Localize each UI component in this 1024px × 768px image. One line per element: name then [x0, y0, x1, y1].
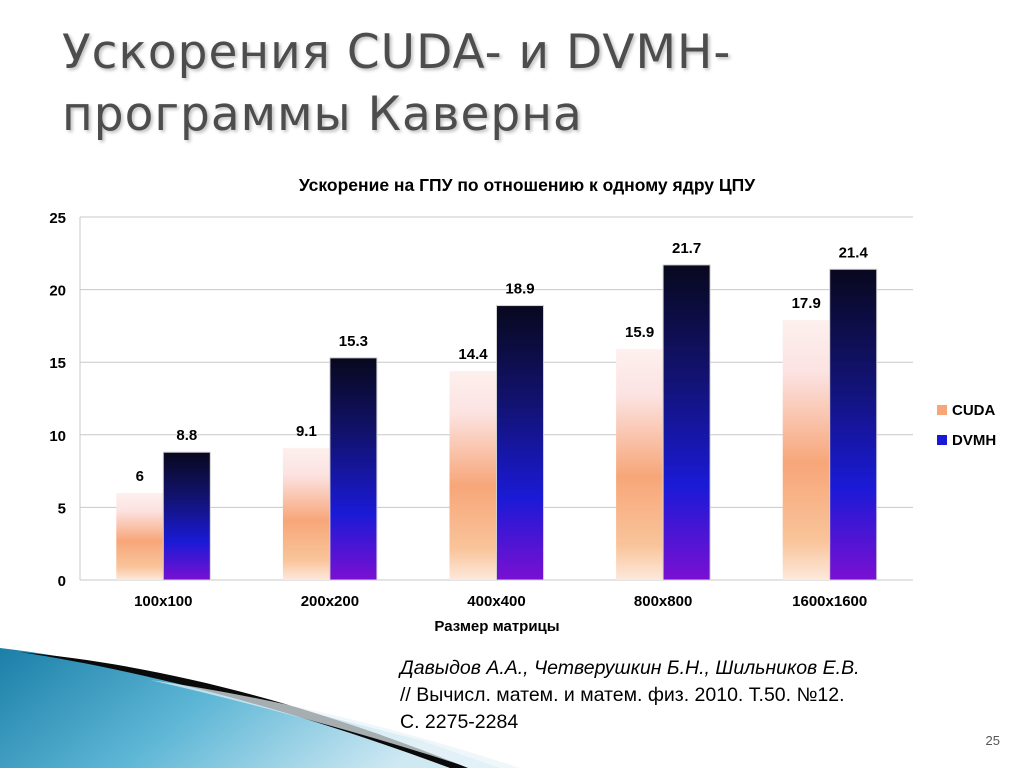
chart-title: Ускорение на ГПУ по отношению к одному я…: [299, 175, 756, 195]
bar-cuda-100x100: [116, 492, 164, 580]
x-tick-label-800x800: 800x800: [634, 593, 692, 610]
slide-title-line-2: программы Каверна: [62, 87, 583, 142]
x-tick-label-400x400: 400x400: [467, 593, 525, 610]
bar-dvmh-100x100: [162, 451, 211, 581]
data-label-cuda-1600x1600: 17.9: [792, 295, 821, 312]
slide-title: Ускорения CUDA- и DVMH- программы Каверн…: [62, 22, 962, 146]
y-tick-label-0: 0: [58, 573, 66, 590]
citation-source-line-1: // Вычисл. матем. и матем. физ. 2010. Т.…: [400, 684, 845, 706]
y-tick-label-25: 25: [49, 210, 66, 227]
x-tick-label-1600x1600: 1600x1600: [792, 593, 867, 610]
data-label-cuda-200x200: 9.1: [296, 423, 317, 440]
bar-dvmh-200x200: [329, 357, 378, 581]
data-label-dvmh-100x100: 8.8: [176, 427, 197, 444]
data-label-dvmh-800x800: 21.7: [672, 240, 701, 257]
x-tick-label-100x100: 100x100: [134, 593, 192, 610]
y-tick-label-15: 15: [49, 355, 66, 372]
data-label-dvmh-400x400: 18.9: [505, 281, 534, 298]
bar-dvmh-400x400: [496, 305, 544, 581]
legend-swatch-dvmh: [937, 435, 947, 445]
x-tick-label-200x200: 200x200: [301, 593, 359, 610]
page-number: 25: [985, 733, 1000, 748]
bar-cuda-1600x1600: [782, 320, 830, 580]
data-label-cuda-800x800: 15.9: [625, 324, 654, 341]
x-axis-label: Размер матрицы: [434, 618, 559, 635]
citation-source-line-2: С. 2275-2284: [400, 711, 519, 733]
citation: Давыдов А.А., Четверушкин Б.Н., Шильнико…: [400, 655, 1000, 736]
slide-title-line-1: Ускорения CUDA- и DVMH-: [62, 25, 732, 80]
bar-cuda-200x200: [282, 447, 330, 580]
data-label-cuda-100x100: 6: [136, 468, 144, 485]
legend-label-cuda: CUDA: [952, 402, 995, 419]
y-tick-label-20: 20: [49, 283, 66, 300]
bar-chart: Ускорение на ГПУ по отношению к одному я…: [49, 175, 996, 635]
legend-swatch-cuda: [937, 405, 947, 415]
data-label-dvmh-1600x1600: 21.4: [839, 244, 869, 261]
bar-cuda-800x800: [616, 349, 664, 580]
bar-dvmh-1600x1600: [829, 268, 878, 581]
citation-authors: Давыдов А.А., Четверушкин Б.Н., Шильнико…: [400, 657, 860, 679]
legend-label-dvmh: DVMH: [952, 432, 996, 449]
y-tick-label-5: 5: [58, 500, 66, 517]
data-label-dvmh-200x200: 15.3: [339, 333, 368, 350]
bar-dvmh-800x800: [662, 264, 711, 581]
data-label-cuda-400x400: 14.4: [458, 346, 488, 363]
y-tick-label-10: 10: [49, 428, 66, 445]
bar-cuda-400x400: [449, 370, 497, 580]
